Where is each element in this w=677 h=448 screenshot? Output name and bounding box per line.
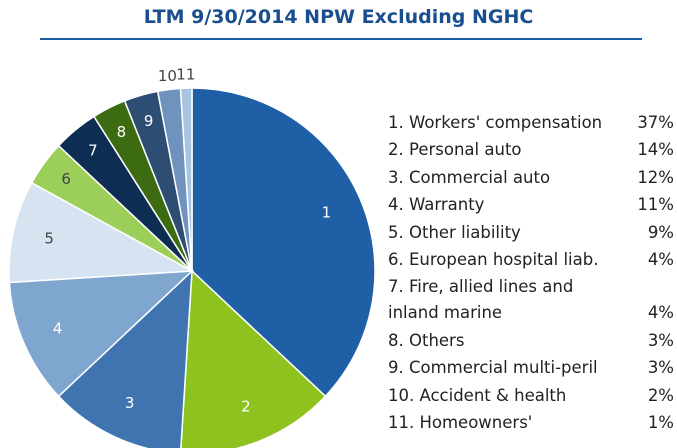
slice-label: 4 bbox=[53, 320, 63, 338]
legend-value: 14% bbox=[637, 140, 674, 160]
slice-label: 5 bbox=[44, 230, 54, 248]
legend-item: 1. Workers' compensation 37% bbox=[388, 110, 674, 136]
chart-title: LTM 9/30/2014 NPW Excluding NGHC bbox=[143, 6, 534, 28]
pie-slice bbox=[8, 181, 195, 284]
pie-slice bbox=[191, 87, 376, 398]
legend-label: 10. Accident & health bbox=[388, 385, 567, 405]
legend-item: 3. Commercial auto 12% bbox=[388, 165, 674, 191]
slice-label: 3 bbox=[125, 394, 135, 412]
legend-label: 3. Commercial auto bbox=[388, 167, 551, 187]
slice-label: 2 bbox=[241, 398, 251, 416]
legend-item: 4. Warranty 11% bbox=[388, 192, 674, 218]
legend-value: 37% bbox=[637, 113, 674, 132]
legend-value: 4% bbox=[647, 303, 674, 323]
slice-label: 10 bbox=[158, 67, 177, 85]
legend-item: 7. Fire, allied lines and inland marine 4… bbox=[388, 274, 674, 326]
legend-label: 11. Homeowners' bbox=[388, 412, 533, 432]
legend-item: 9. Commercial multi-peril 3% bbox=[388, 355, 674, 381]
legend-label: 2. Personal auto bbox=[388, 140, 522, 160]
legend-item: 6. European hospital liab. 4% bbox=[388, 247, 674, 273]
slice-label: 8 bbox=[117, 123, 127, 141]
pie-slice bbox=[57, 269, 193, 448]
slice-label: 7 bbox=[88, 142, 98, 160]
legend-label: 8. Others bbox=[388, 330, 465, 350]
slice-label: 11 bbox=[176, 66, 195, 84]
pie-slice bbox=[180, 269, 327, 448]
slice-label: 6 bbox=[61, 170, 71, 188]
legend-label: 9. Commercial multi-peril bbox=[388, 358, 598, 378]
legend-value: 11% bbox=[637, 195, 674, 215]
legend-item: 2. Personal auto 14% bbox=[388, 137, 674, 163]
legend-value: 9% bbox=[647, 222, 674, 242]
legend-value: 3% bbox=[647, 330, 674, 350]
pie-slice bbox=[8, 270, 195, 398]
legend-item: 10. Accident & health 2% bbox=[388, 383, 674, 409]
legend-label: 6. European hospital liab. bbox=[388, 249, 599, 269]
legend-value: 3% bbox=[647, 358, 674, 378]
legend-label: 1. Workers' compensation bbox=[388, 113, 603, 132]
legend-label: 5. Other liability bbox=[388, 222, 521, 242]
pie-slice bbox=[179, 87, 193, 272]
slice-label: 1 bbox=[322, 203, 332, 221]
legend-item: 11. Homeowners' 1% bbox=[388, 410, 674, 436]
legend-value: 4% bbox=[647, 249, 674, 269]
legend-item: 5. Other liability 9% bbox=[388, 220, 674, 246]
slice-label: 9 bbox=[144, 112, 154, 130]
legend-item: 8. Others 3% bbox=[388, 328, 674, 354]
legend-value: 2% bbox=[647, 385, 674, 405]
legend-label: 4. Warranty bbox=[388, 195, 485, 215]
legend-value: 1% bbox=[647, 412, 674, 432]
title-rule bbox=[40, 38, 642, 40]
legend-label: 7. Fire, allied lines and inland marine bbox=[388, 277, 574, 323]
legend-value: 12% bbox=[637, 167, 674, 187]
legend: 1. Workers' compensation 37% 2. Personal a… bbox=[388, 110, 674, 437]
